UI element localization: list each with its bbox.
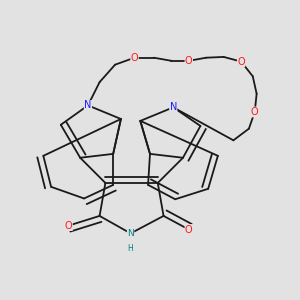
Text: N: N: [169, 102, 177, 112]
Text: N: N: [127, 229, 134, 238]
Text: O: O: [237, 57, 245, 67]
Text: O: O: [131, 53, 138, 63]
Text: N: N: [84, 100, 92, 110]
Text: O: O: [65, 220, 72, 231]
Text: O: O: [251, 107, 259, 117]
Text: O: O: [185, 56, 193, 66]
Text: O: O: [185, 224, 193, 235]
Text: H: H: [128, 244, 134, 253]
